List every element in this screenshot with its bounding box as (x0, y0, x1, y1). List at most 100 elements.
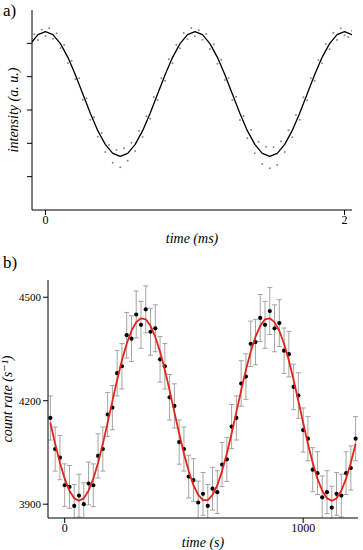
data-point (144, 307, 148, 311)
data-point (276, 164, 278, 166)
data-point (153, 96, 155, 98)
data-point (325, 490, 329, 494)
data-point (160, 77, 162, 79)
data-point (82, 99, 84, 101)
data-point (127, 160, 129, 162)
data-point (183, 32, 185, 34)
data-point (97, 136, 99, 138)
data-point (330, 506, 334, 510)
data-point (235, 96, 237, 98)
data-point (344, 34, 346, 36)
panel-label: b) (3, 253, 17, 272)
data-point (325, 43, 327, 45)
data-point (306, 99, 308, 101)
error-bar (196, 481, 201, 518)
data-point (206, 504, 210, 508)
error-bar (86, 462, 91, 505)
plot-area (48, 286, 358, 518)
error-bar (329, 486, 334, 518)
data-point (351, 30, 352, 32)
chart-panel: a)02time (ms)intensity (a. u.) (3, 1, 359, 247)
data-point (172, 62, 174, 64)
data-point (336, 39, 338, 41)
data-point (265, 146, 267, 148)
error-bar (267, 288, 272, 335)
x-tick-label: 1000 (291, 521, 315, 535)
data-point (101, 132, 103, 134)
data-point (287, 129, 289, 131)
y-tick (27, 43, 32, 44)
data-point (254, 152, 256, 154)
error-bar (81, 483, 86, 518)
data-point (220, 59, 222, 61)
x-tick-label: 0 (62, 521, 68, 535)
data-point (302, 96, 304, 98)
data-point (261, 163, 263, 165)
data-point (340, 27, 342, 29)
data-point (59, 47, 61, 49)
data-point (82, 502, 86, 506)
error-bar (263, 301, 268, 348)
data-point (231, 99, 233, 101)
error-bar (143, 286, 148, 333)
error-bar (201, 472, 206, 515)
data-point (93, 116, 95, 118)
data-point (48, 416, 52, 420)
data-point (299, 119, 301, 121)
data-point (194, 35, 196, 37)
data-point (250, 129, 252, 131)
data-point (321, 62, 323, 64)
data-point (130, 142, 132, 144)
data-point (268, 309, 272, 313)
data-point (77, 493, 81, 497)
data-point (216, 63, 218, 65)
data-point (239, 119, 241, 121)
data-point (201, 39, 203, 41)
error-bar (320, 476, 325, 518)
data-point (314, 80, 316, 82)
error-bar (258, 294, 263, 341)
data-point (320, 495, 324, 499)
data-point (157, 99, 159, 101)
data-point (269, 167, 271, 169)
y-axis-title: intensity (a. u.) (6, 67, 22, 152)
data-point (190, 27, 192, 29)
data-point (37, 39, 39, 41)
data-point (168, 58, 170, 60)
data-point (108, 144, 110, 146)
data-point (149, 118, 151, 120)
x-axis-line (48, 518, 358, 519)
data-point (295, 114, 297, 116)
error-bar (134, 291, 139, 338)
data-point (347, 36, 349, 38)
data-point (139, 323, 143, 327)
fit-line (32, 32, 352, 157)
y-tick (43, 400, 48, 401)
data-point (134, 312, 138, 316)
figure: a)02time (ms)intensity (a. u.) b) 0 1000 390… (0, 0, 363, 550)
data-point (164, 80, 166, 82)
data-point (74, 78, 76, 80)
error-bar (334, 472, 339, 515)
data-point (142, 136, 144, 138)
data-point (243, 115, 245, 117)
y-tick-label: 3900 (19, 498, 42, 510)
error-bar (325, 471, 330, 514)
data-point (263, 323, 267, 327)
data-point (48, 27, 50, 29)
error-bar (77, 474, 82, 517)
data-point (145, 115, 147, 117)
data-point (115, 149, 117, 151)
data-point (78, 77, 80, 79)
error-bar (215, 471, 220, 514)
data-point (205, 33, 207, 35)
data-point (246, 137, 248, 139)
data-point (134, 150, 136, 152)
data-point (196, 500, 200, 504)
data-point (310, 77, 312, 79)
data-point (258, 141, 260, 143)
data-point (112, 162, 114, 164)
y-tick (43, 504, 48, 505)
data-point (280, 140, 282, 142)
y-axis-title: count rate (s⁻¹) (0, 355, 16, 442)
